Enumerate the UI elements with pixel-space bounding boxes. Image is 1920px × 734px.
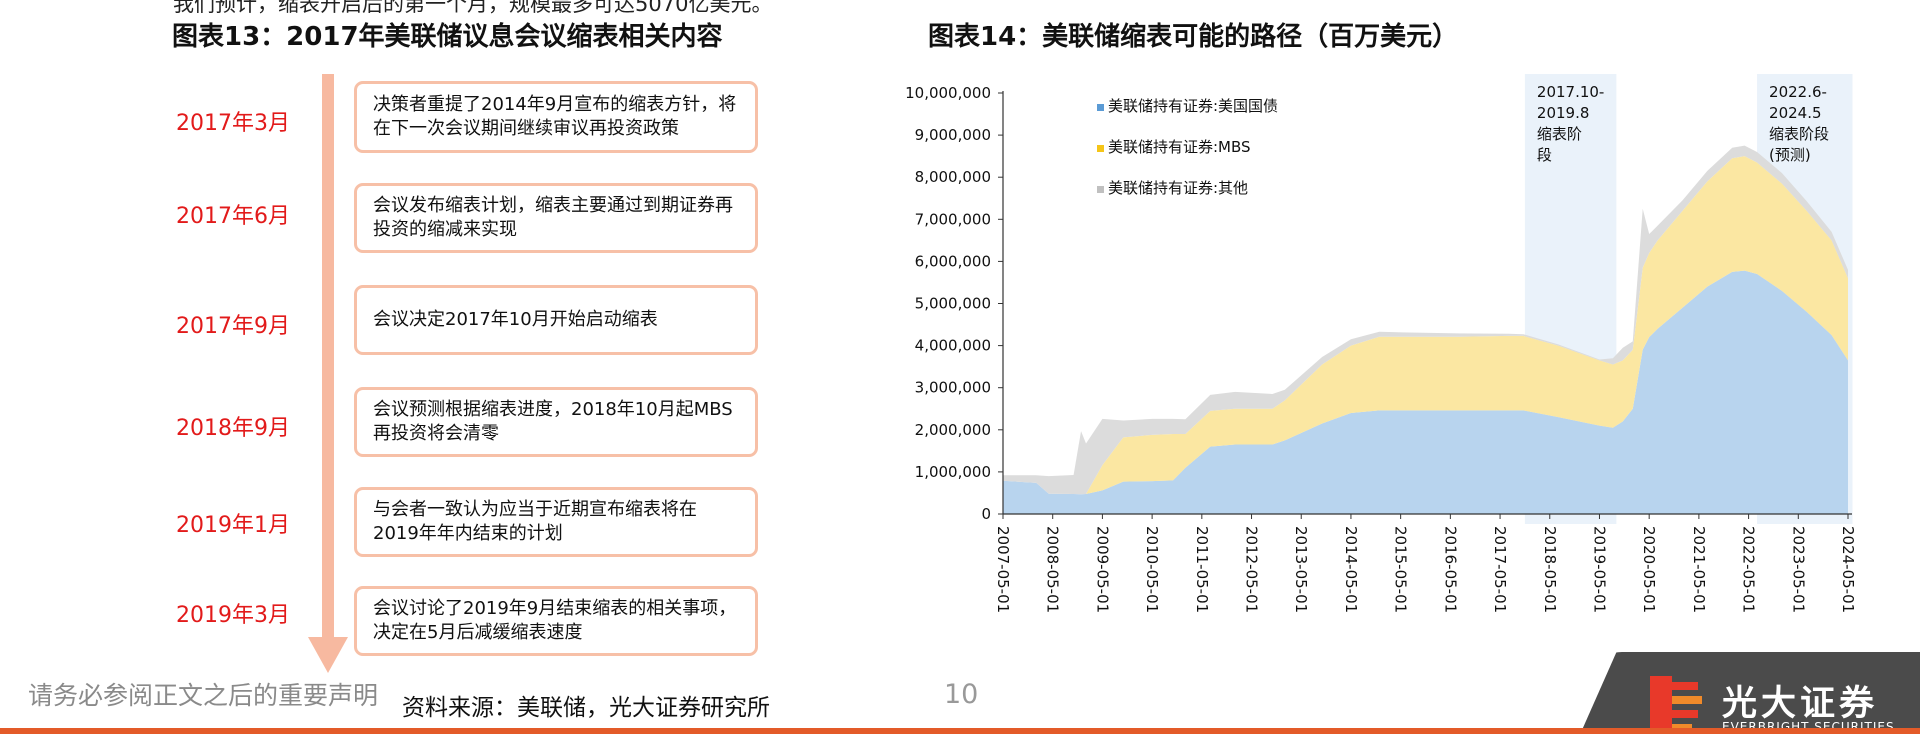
shaded-period-label: 缩表阶段 — [1769, 125, 1829, 143]
x-tick-label: 2016-05-01 — [1441, 526, 1459, 613]
page-number: 10 — [944, 679, 979, 710]
shaded-period-label: 2017.10- — [1537, 83, 1604, 101]
shaded-period-label: 2024.5 — [1769, 104, 1822, 122]
legend-swatch — [1097, 145, 1104, 152]
x-tick-label: 2024-05-01 — [1839, 526, 1857, 613]
source-note: 资料来源：美联储，光大证券研究所 — [402, 695, 770, 721]
y-tick-label: 4,000,000 — [915, 337, 991, 355]
series-area — [1003, 145, 1848, 495]
x-tick-label: 2009-05-01 — [1093, 526, 1111, 613]
timeline-event-box: 会议决定2017年10月开始启动缩表 — [354, 285, 758, 355]
y-tick-label: 9,000,000 — [915, 126, 991, 144]
y-tick-label: 5,000,000 — [915, 295, 991, 313]
timeline-event-text: 决策者重提了2014年9月宣布的缩表方针，将在下一次会议期间继续审议再投资政策 — [373, 94, 737, 139]
legend-label: 美联储持有证券:其他 — [1108, 179, 1248, 197]
shaded-period-label: 缩表阶 — [1537, 125, 1582, 143]
timeline-date: 2017年9月 — [176, 314, 290, 339]
timeline-event-text: 会议发布缩表计划，缩表主要通过到期证券再投资的缩减来实现 — [373, 195, 733, 240]
x-tick-label: 2023-05-01 — [1789, 526, 1807, 613]
x-tick-label: 2012-05-01 — [1243, 526, 1261, 613]
x-tick-label: 2022-05-01 — [1740, 526, 1758, 613]
shaded-period-label: (预测) — [1769, 146, 1811, 164]
legend-swatch — [1097, 104, 1104, 111]
timeline-event-box: 会议讨论了2019年9月结束缩表的相关事项，决定在5月后减缓缩表速度 — [354, 586, 758, 656]
bottom-rule — [0, 728, 1920, 734]
timeline-event-text: 会议预测根据缩表进度，2018年10月起MBS再投资将会清零 — [373, 399, 733, 444]
timeline-event-text: 与会者一致认为应当于近期宣布缩表将在2019年年内结束的计划 — [373, 499, 697, 544]
timeline-event-box: 与会者一致认为应当于近期宣布缩表将在2019年年内结束的计划 — [354, 487, 758, 557]
timeline-date: 2017年3月 — [176, 111, 290, 136]
timeline-date: 2019年1月 — [176, 513, 290, 538]
timeline-date: 2019年3月 — [176, 603, 290, 628]
series-area — [1003, 270, 1848, 514]
x-tick-label: 2019-05-01 — [1590, 526, 1608, 613]
timeline-axis — [322, 74, 334, 639]
y-tick-label: 2,000,000 — [915, 421, 991, 439]
timeline-event-box: 决策者重提了2014年9月宣布的缩表方针，将在下一次会议期间继续审议再投资政策 — [354, 81, 758, 153]
left-figure-title: 图表13：2017年美联储议息会议缩表相关内容 — [172, 22, 723, 52]
shaded-period-label: 2019.8 — [1537, 104, 1590, 122]
x-tick-label: 2018-05-01 — [1541, 526, 1559, 613]
y-tick-label: 8,000,000 — [915, 168, 991, 186]
timeline-date: 2017年6月 — [176, 204, 290, 229]
timeline-event-text: 会议讨论了2019年9月结束缩表的相关事项，决定在5月后减缓缩表速度 — [373, 598, 737, 643]
right-figure-title: 图表14：美联储缩表可能的路径（百万美元） — [928, 22, 1459, 52]
y-tick-label: 10,000,000 — [905, 84, 991, 102]
timeline-arrow — [308, 637, 348, 673]
shaded-period-label: 段 — [1537, 146, 1552, 164]
logo-text-cn: 光大证券 — [1722, 684, 1879, 724]
timeline-date: 2018年9月 — [176, 416, 290, 441]
x-tick-label: 2011-05-01 — [1193, 526, 1211, 613]
legend-label: 美联储持有证券:美国国债 — [1108, 97, 1278, 115]
timeline-event-text: 会议决定2017年10月开始启动缩表 — [373, 309, 658, 330]
disclaimer-note: 请务必参阅正文之后的重要声明 — [28, 681, 379, 710]
x-tick-label: 2020-05-01 — [1640, 526, 1658, 613]
everbright-logo-icon — [1650, 676, 1702, 734]
x-tick-label: 2017-05-01 — [1491, 526, 1509, 613]
x-tick-label: 2008-05-01 — [1044, 526, 1062, 613]
x-tick-label: 2007-05-01 — [994, 526, 1012, 613]
x-tick-label: 2014-05-01 — [1342, 526, 1360, 613]
y-tick-label: 6,000,000 — [915, 252, 991, 270]
legend-swatch — [1097, 186, 1104, 193]
x-tick-label: 2021-05-01 — [1690, 526, 1708, 613]
shaded-period-label: 2022.6- — [1769, 83, 1827, 101]
y-tick-label: 1,000,000 — [915, 463, 991, 481]
y-tick-label: 0 — [981, 505, 991, 523]
legend-label: 美联储持有证券:MBS — [1108, 138, 1251, 156]
logo-background — [1582, 652, 1920, 730]
series-area — [1003, 156, 1848, 495]
x-tick-label: 2010-05-01 — [1143, 526, 1161, 613]
timeline-event-box: 会议预测根据缩表进度，2018年10月起MBS再投资将会清零 — [354, 387, 758, 457]
x-tick-label: 2015-05-01 — [1392, 526, 1410, 613]
y-tick-label: 3,000,000 — [915, 379, 991, 397]
timeline-event-box: 会议发布缩表计划，缩表主要通过到期证券再投资的缩减来实现 — [354, 183, 758, 253]
cut-off-text: 我们预计，缩表开启后的第一个月，规模最多可达5070亿美元。 — [173, 0, 773, 16]
x-tick-label: 2013-05-01 — [1292, 526, 1310, 613]
y-tick-label: 7,000,000 — [915, 210, 991, 228]
